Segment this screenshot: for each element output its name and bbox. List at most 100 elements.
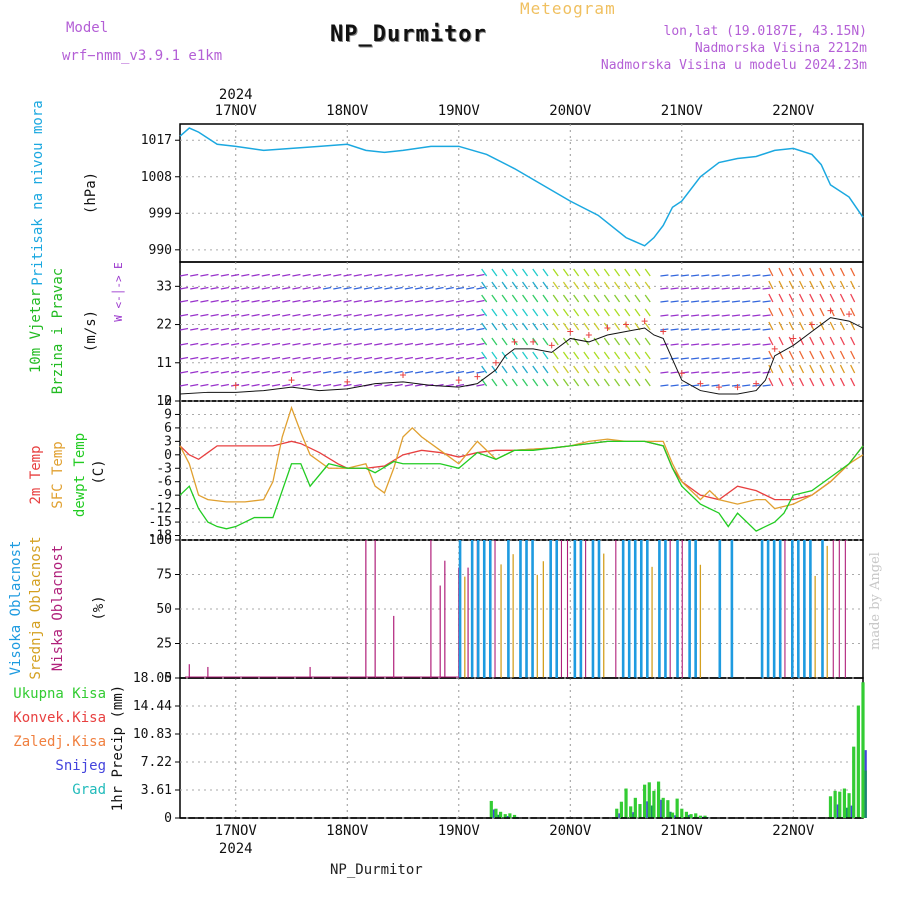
wind-barb [425,286,434,290]
wind-barb [593,281,600,290]
wind-barb [522,378,529,387]
wind-barb [542,281,549,290]
ytick-label-temperature: 9 [164,407,172,422]
wind-barb [353,342,362,346]
wind-barb [762,384,771,387]
wind-gust-marker [623,321,630,328]
wind-barb [404,286,413,290]
wind-barb [701,357,710,360]
wind-barb [190,383,199,387]
wind-gust-marker [344,378,351,385]
precip-bar [503,814,507,818]
wind-barb [562,268,569,277]
wind-barb [522,337,529,346]
wind-barb [435,313,444,317]
wind-barb [435,299,444,303]
wind-barb [752,371,761,374]
wind-barb [251,286,260,290]
wind-barb [542,351,549,360]
wind-barb [251,313,260,317]
watermark: made by Angel [868,552,883,650]
wind-barb [532,322,539,331]
wind-barb [241,383,250,387]
wind-barb [455,356,465,360]
wind-barb [333,273,342,277]
precip-bar [643,784,647,818]
wind-barb [190,342,199,346]
cloud-bar-high [633,540,637,678]
day-label-top: 20NOV [549,103,592,119]
wind-barb [522,268,529,277]
wind-barb [481,322,488,331]
wind-gust-marker [474,373,481,380]
precip-bar-snow [836,804,839,818]
wind-barb [179,286,189,290]
wind-barb [542,294,549,303]
wind-barb [374,370,383,374]
wind-barb [660,357,669,360]
wind-barb [230,273,240,277]
wind-barb [603,351,610,360]
wind-barb [333,313,342,317]
wind-barb [522,365,529,374]
ytick-label-precip: 18.05 [133,671,172,686]
precip-bar-grad [669,811,672,818]
wind-barb [394,273,403,277]
wind-barb [476,273,485,277]
wind-barb [322,356,332,360]
wind-barb [691,314,700,317]
wind-barb [343,286,352,290]
pressure-unit: (hPa) [83,172,99,214]
wind-barb [322,370,332,374]
wind-barb [455,286,465,290]
precip-bar [498,811,503,818]
wind-barb [363,370,373,374]
wind-barb [292,273,301,277]
wind-barb [476,313,485,317]
wind-barb [752,357,761,360]
wind-barb [680,274,689,277]
wind-barb [179,383,189,387]
ytick-label-clouds: 100 [149,533,172,548]
wind-barb [762,357,771,360]
wind-barb [435,342,444,346]
wind-barb [190,299,199,303]
wind-barb [466,327,475,331]
wind-barb [603,268,610,277]
wind-barb [230,313,240,317]
cloud-bar-high [458,540,462,678]
wind-barb [778,293,784,303]
wind-barb [573,294,580,303]
wind-barb [593,268,600,277]
wind-barb [333,327,342,331]
wind-barb [435,356,444,360]
wind-barb [768,280,774,290]
temp-label-sfc: SFC Temp [50,441,66,508]
wind-barb [634,378,641,387]
wind-barb [455,273,465,277]
wind-barb [839,307,845,317]
wind-barb [839,350,845,360]
wind-barb [292,327,301,331]
wind-barb [220,286,230,290]
wind-gust-marker [492,359,499,366]
wind-barb [414,370,424,374]
precip-bar [689,814,693,818]
wind-barb [644,268,651,277]
wind-barb [522,308,529,317]
wind-barb [435,273,444,277]
precip-bar-snow [506,816,510,818]
wind-barb [614,378,621,387]
wind-barb [624,365,631,374]
wind-gust-marker [660,328,667,335]
precip-bar-grad [632,813,635,818]
wind-barb [670,274,679,277]
temp-label-2m: 2m Temp [28,445,44,504]
wind-barb [404,356,413,360]
wind-barb [809,350,815,360]
wind-barb [762,314,771,317]
wind-barb [711,300,720,303]
wind-barb [778,307,784,317]
wind-gust-marker [455,377,462,384]
wind-barb [394,383,403,387]
